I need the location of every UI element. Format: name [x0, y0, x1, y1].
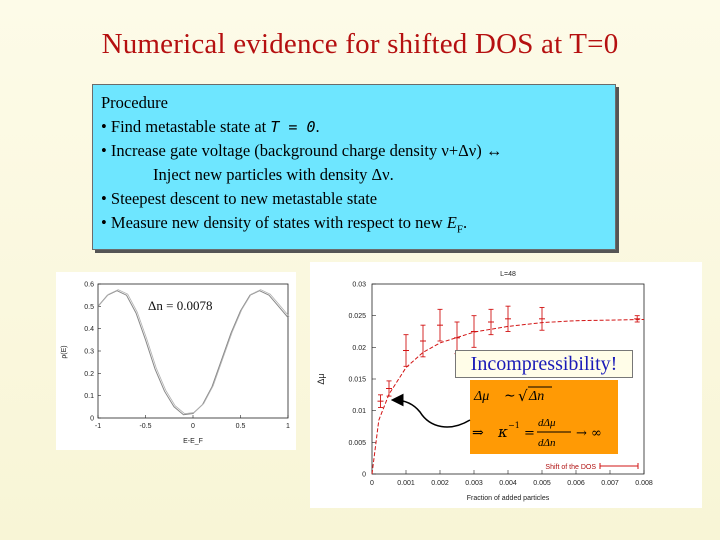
dos-y-tick-label: 0.6 — [84, 282, 94, 289]
dos-annotation: Δn = 0.0078 — [148, 298, 212, 313]
formula-fraction-numerator: dΔμ — [538, 417, 556, 429]
dos-curve-overlay — [98, 289, 290, 415]
mu-y-tick-label: 0.03 — [352, 282, 366, 289]
mu-y-tick-label: 0.02 — [352, 345, 366, 352]
dos-x-tick-label: 0 — [191, 423, 195, 430]
dos-y-tick-label: 0.1 — [84, 393, 94, 400]
dos-y-tick-label: 0.4 — [84, 326, 94, 333]
pointer-arrow-path — [390, 393, 471, 428]
dos-x-tick-label: -0.5 — [139, 423, 151, 430]
formula-equals: = — [524, 426, 535, 441]
mu-x-tick-label: 0.001 — [397, 480, 415, 487]
formula-box: Δμ ∼ √ Δn ⇒ κ −1 = dΔμ dΔn → ∞ — [470, 380, 618, 454]
formula-exponent: −1 — [508, 421, 520, 430]
formula-implies: ⇒ — [472, 425, 484, 441]
mu-x-label: Fraction of added particles — [467, 495, 550, 502]
mu-y-tick-label: 0 — [362, 472, 366, 479]
dos-x-tick-label: 1 — [286, 423, 290, 430]
mu-y-tick-label: 0.025 — [348, 313, 366, 320]
formula-limit: → ∞ — [576, 426, 602, 441]
procedure-step-1: • Find metastable state at T = 0. — [101, 115, 607, 139]
procedure-step-3: • Steepest descent to new metastable sta… — [101, 189, 378, 208]
procedure-box: Procedure • Find metastable state at T =… — [92, 84, 616, 250]
dos-chart: 0 0.1 0.2 0.3 0.4 0.5 0.6 -1 -0.5 0 0.5 1 Δn = 0.0… — [61, 282, 290, 446]
mu-x-tick-label: 0.002 — [431, 480, 449, 487]
procedure-step-4: • Measure new density of states with res… — [101, 211, 607, 241]
formula-sim: ∼ — [504, 388, 516, 404]
step-1-text: • Find metastable state at — [101, 117, 271, 136]
procedure-step-2-detail: Inject new particles with density Δν. — [153, 165, 394, 184]
dos-y-tick-label: 0.3 — [84, 349, 94, 356]
dos-x-tick-label: -1 — [95, 423, 101, 430]
formula-fraction-denominator: dΔn — [538, 437, 556, 449]
mu-x-tick-label: 0.006 — [567, 480, 585, 487]
dos-y-tick-label: 0 — [90, 416, 94, 423]
mu-chart-title: L=48 — [500, 271, 516, 278]
mu-x-tick-label: 0.003 — [465, 480, 483, 487]
formula-drawing: Δμ ∼ √ Δn ⇒ κ −1 = dΔμ dΔn → ∞ — [472, 386, 602, 449]
mu-fit-curve — [371, 319, 645, 475]
mu-chart: L=48 0 0.005 0.01 0.015 0.02 0.025 0.03 0 0.001… — [316, 271, 653, 502]
step-1-temperature: T = 0 — [270, 118, 316, 136]
mu-x-tick-label: 0.007 — [601, 480, 619, 487]
dos-x-label: E-E_F — [183, 438, 203, 445]
step-4-fermi-e: E — [446, 213, 457, 232]
dos-y-tick-label: 0.2 — [84, 371, 94, 378]
step-4-text: • Measure new density of states with res… — [101, 213, 447, 232]
dos-y-tick-label: 0.5 — [84, 304, 94, 311]
mu-x-tick-label: 0.005 — [533, 480, 551, 487]
dos-x-tick-label: 0.5 — [236, 423, 246, 430]
step-4-period: . — [463, 213, 468, 232]
mu-y-tick-label: 0.015 — [348, 377, 366, 384]
mu-y-tick-label: 0.005 — [348, 440, 366, 447]
formula-delta-n: Δn — [528, 389, 544, 404]
slide-title: Numerical evidence for shifted DOS at T=… — [101, 28, 619, 60]
legend-label: Shift of the DOS — [545, 464, 596, 471]
incompressibility-label: Incompressibility! — [455, 350, 633, 378]
mu-x-tick-label: 0 — [370, 480, 374, 487]
formula-sqrt: √ — [518, 387, 528, 405]
pointer-arrow — [390, 393, 471, 428]
procedure-heading: Procedure — [101, 93, 168, 112]
formula-kappa: κ — [497, 423, 508, 441]
step-1-period: . — [315, 117, 320, 136]
dos-y-label: ρ(E) — [61, 345, 68, 358]
mu-x-tick-label: 0.004 — [499, 480, 517, 487]
formula-delta-mu: Δμ — [473, 389, 489, 404]
mu-x-tick-label: 0.008 — [635, 480, 653, 487]
step-4-fermi-sub: F — [456, 223, 463, 236]
procedure-step-2: • Increase gate voltage (background char… — [101, 141, 503, 160]
mu-y-label: Δμ — [316, 373, 326, 384]
dos-chart-background — [56, 272, 296, 450]
mu-y-tick-label: 0.01 — [352, 408, 366, 415]
